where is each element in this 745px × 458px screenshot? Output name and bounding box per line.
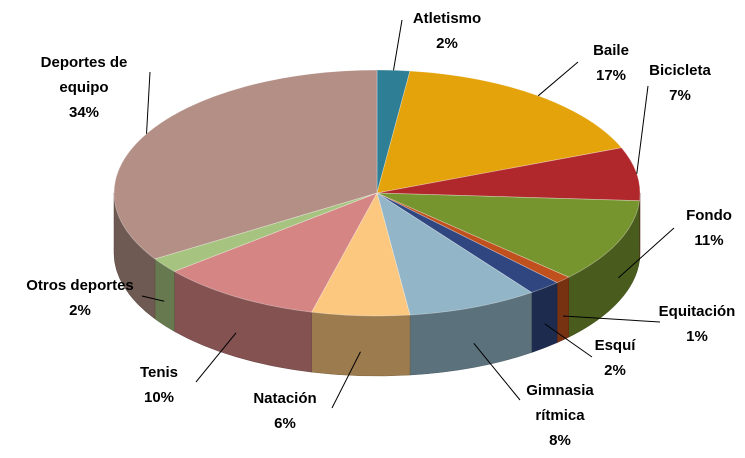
- leader-line: [562, 315, 661, 323]
- leader-line: [141, 295, 165, 302]
- slice-value-label: 7%: [669, 87, 691, 104]
- slice-label: Atletismo: [412, 10, 482, 27]
- slice-value-label: 2%: [604, 362, 626, 379]
- leader-line: [473, 343, 521, 401]
- slice-label: Esquí: [594, 337, 636, 354]
- slice-side: [311, 311, 411, 377]
- leader-line: [544, 323, 593, 358]
- slice-label: Tenis: [139, 364, 179, 381]
- slice-label: Baile: [593, 42, 629, 59]
- leader-line: [146, 71, 151, 134]
- slice-label: Equitación: [658, 303, 736, 320]
- slice-value-label: 2%: [436, 35, 458, 52]
- leader-line: [537, 61, 579, 97]
- slice-value-label: 17%: [595, 67, 627, 84]
- slice: [376, 192, 533, 316]
- leader-line: [618, 227, 675, 279]
- slice-value-label: 10%: [143, 389, 175, 406]
- slice: [173, 192, 378, 313]
- leader-line: [393, 19, 403, 71]
- leader-line: [636, 85, 649, 174]
- slice-side: [556, 276, 569, 344]
- slice-value-label: 1%: [686, 328, 708, 345]
- slice-label: Fondo: [686, 207, 732, 224]
- slice: [376, 147, 641, 202]
- slice-value-label: 6%: [274, 415, 296, 432]
- slice-label: Bicicleta: [649, 62, 711, 79]
- leader-line: [195, 332, 237, 383]
- slice-value-label: 8%: [549, 432, 571, 449]
- slice: [376, 192, 570, 284]
- slice-value-label: 11%: [694, 232, 724, 249]
- slice: [113, 69, 378, 260]
- slice: [311, 192, 411, 317]
- slice: [376, 192, 558, 293]
- slice-label: Deportes de equipo: [40, 54, 128, 96]
- leader-line: [331, 351, 361, 409]
- slice: [376, 70, 623, 194]
- slice: [154, 192, 378, 272]
- slice-label: Natación: [253, 390, 317, 407]
- slice-label: Otros deportes: [26, 277, 134, 294]
- slice: [376, 192, 640, 278]
- slice-value-label: 2%: [69, 302, 91, 319]
- slice-label: Gimnasia rítmica: [526, 382, 594, 424]
- slice-side: [531, 282, 558, 353]
- slice-value-label: 34%: [68, 104, 100, 121]
